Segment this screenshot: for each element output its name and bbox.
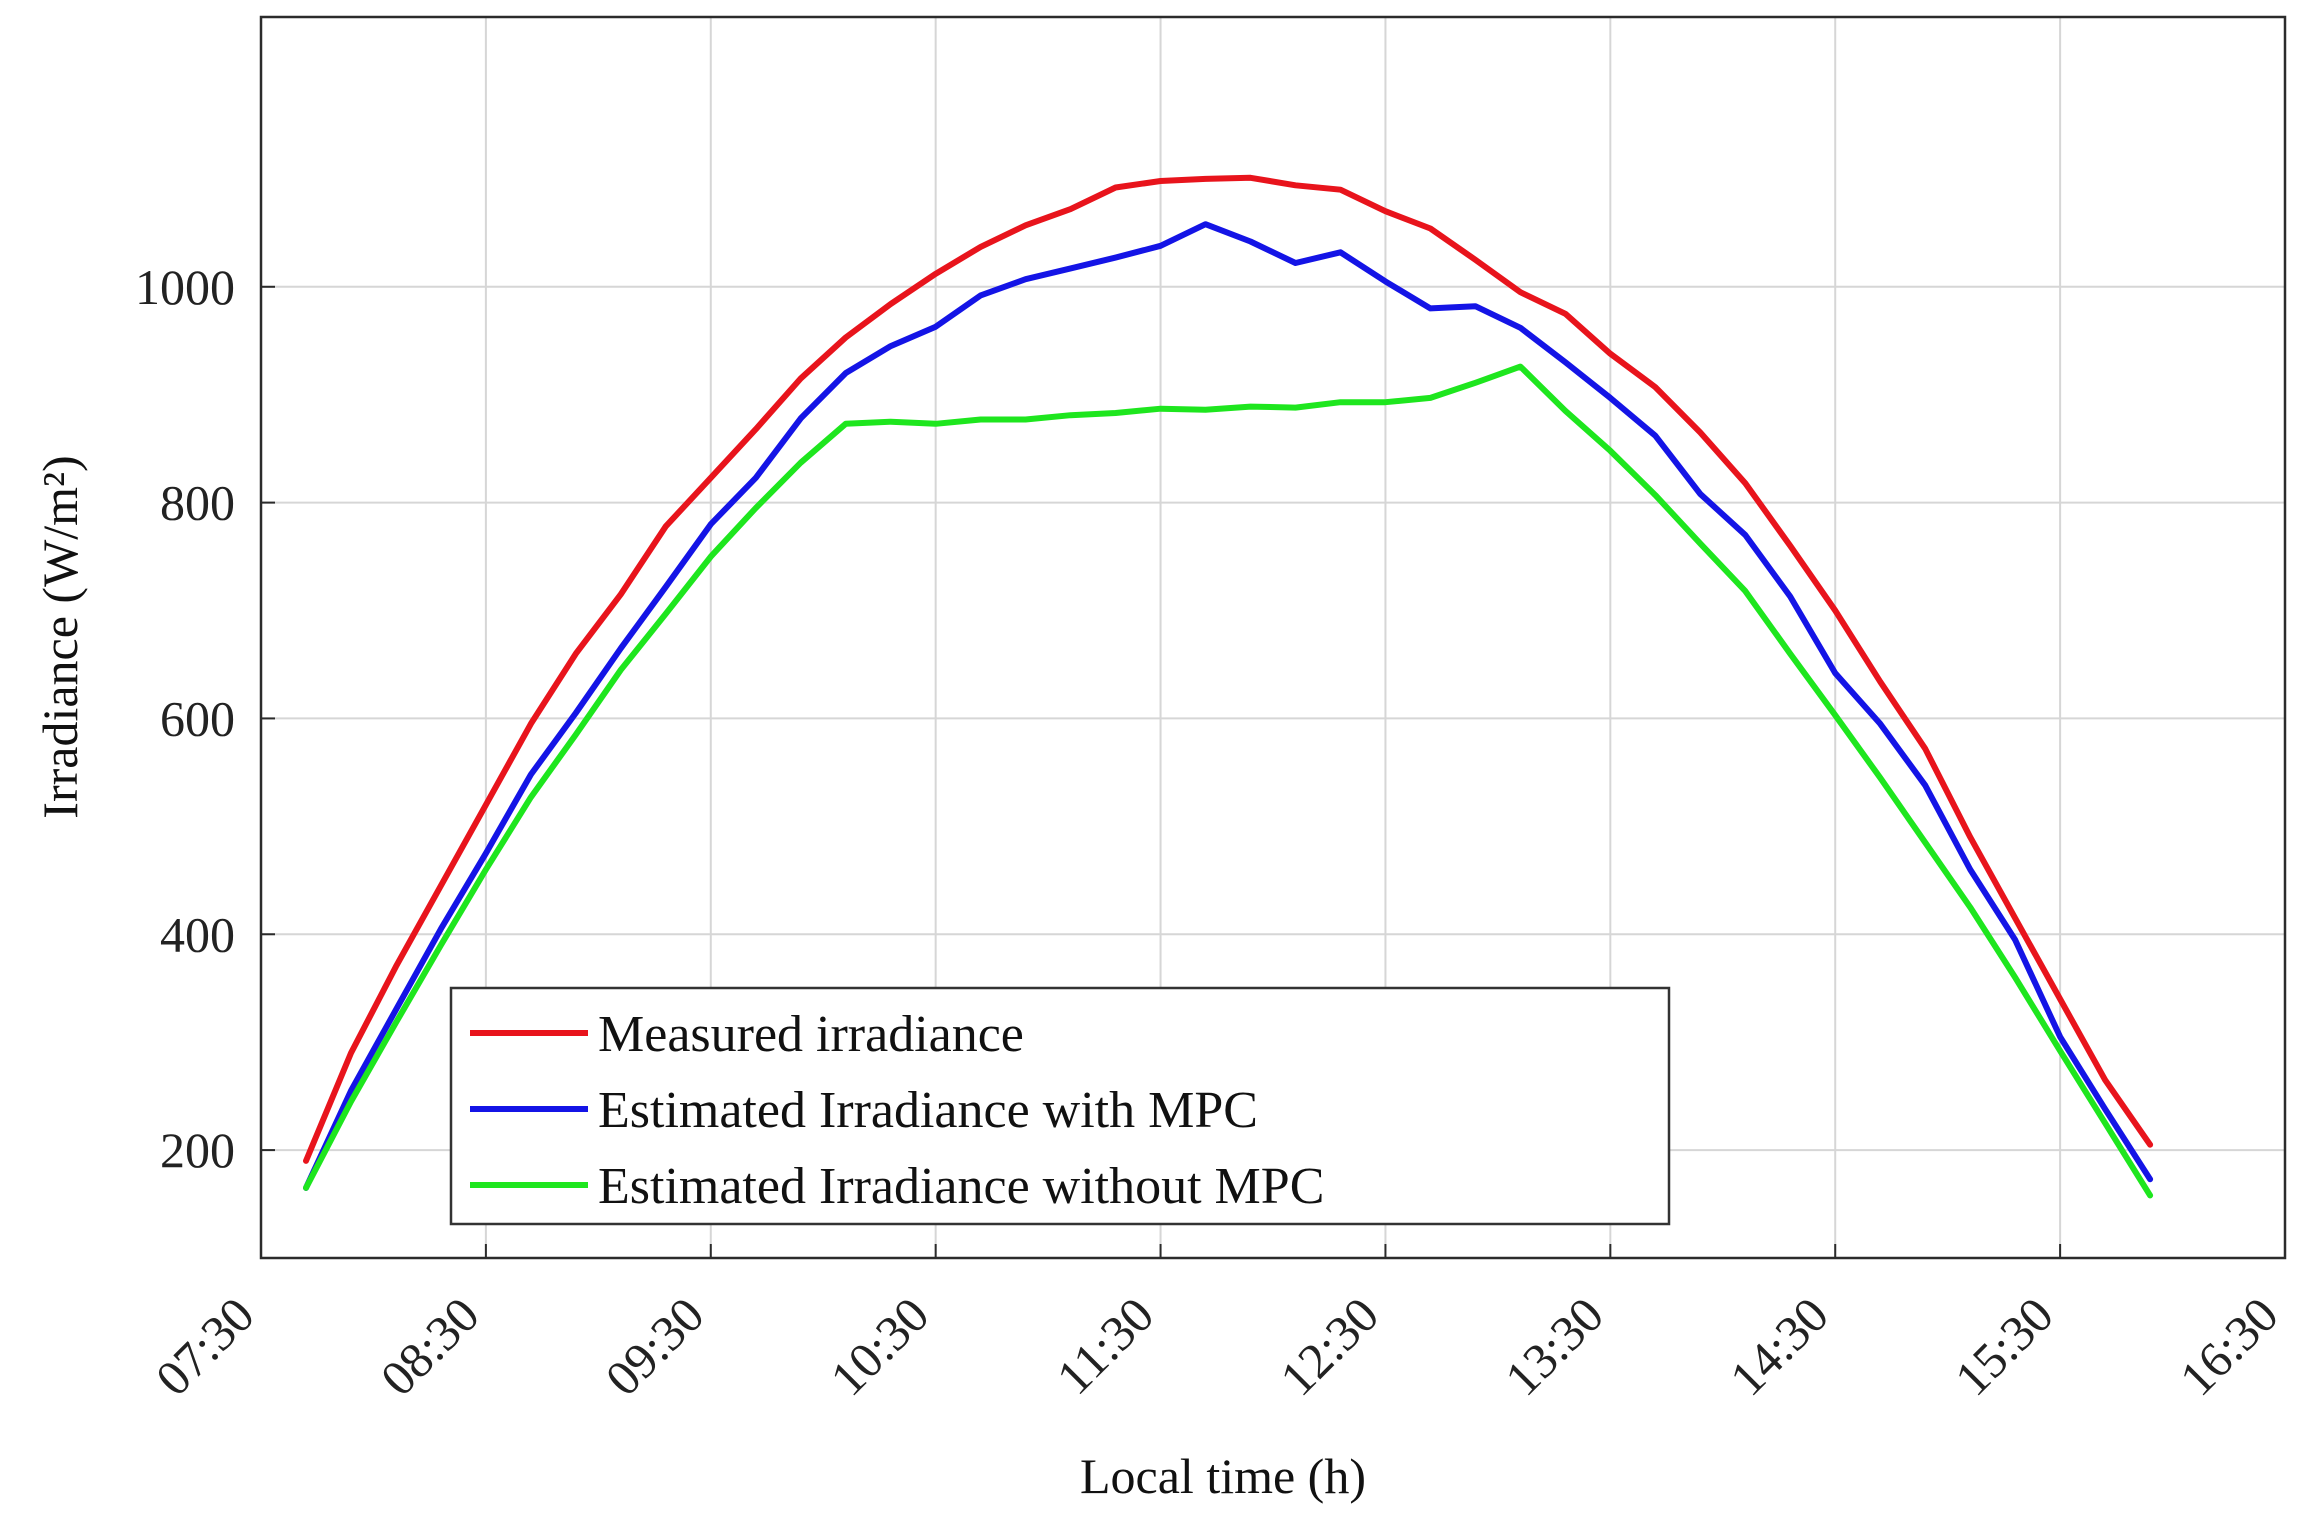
series-line-2 (303, 221, 2154, 1191)
legend-label-2: Estimated Irradiance with MPC (598, 1082, 1258, 1139)
y-tick-label: 1000 (135, 259, 235, 315)
legend: Measured irradiance Estimated Irradiance … (449, 986, 1671, 1226)
y-tick-label: 200 (160, 1122, 235, 1178)
plot-frame (259, 15, 2287, 1260)
legend-box (449, 986, 1671, 1226)
series-lines (303, 174, 2154, 1199)
legend-label-3: Estimated Irradiance without MPC (598, 1158, 1324, 1215)
series-line-1 (303, 174, 2154, 1164)
y-tick-label: 800 (160, 475, 235, 531)
y-tick-label: 400 (160, 906, 235, 962)
legend-label-1: Measured irradiance (598, 1006, 1024, 1063)
series-line-3 (303, 363, 2154, 1199)
y-axis-label: Irradiance (W/m²) (32, 455, 88, 818)
y-tick-labels: 200 400 600 800 1000 (135, 259, 235, 1178)
legend-items: Measured irradiance Estimated Irradiance … (470, 1006, 1324, 1215)
x-axis-label: Local time (h) (1080, 1448, 1366, 1504)
y-tick-label: 600 (160, 690, 235, 746)
